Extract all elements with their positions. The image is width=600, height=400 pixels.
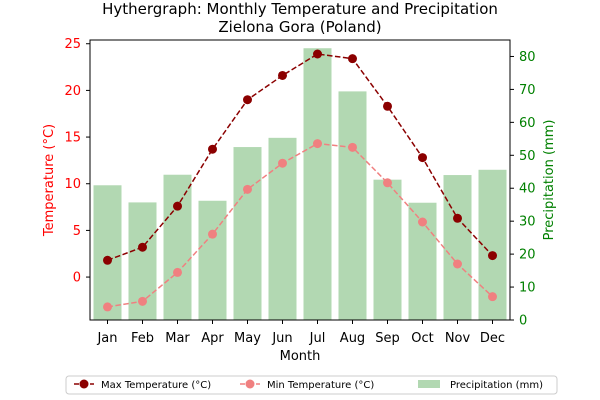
- y-left-tick-label-25: 25: [64, 37, 81, 52]
- x-tick-label-mar: Mar: [165, 331, 190, 346]
- x-axis-label: Month: [280, 349, 321, 364]
- y-left-tick-label-0: 0: [73, 271, 81, 286]
- legend-label-precip: Precipitation (mm): [450, 380, 543, 391]
- precipitation-bar-jun: [268, 137, 297, 320]
- y-right-tick-label-60: 60: [519, 116, 536, 131]
- min-temperature-point-oct: [418, 217, 427, 227]
- chart-title-line1: Hythergraph: Monthly Temperature and Pre…: [102, 0, 498, 18]
- precipitation-bar-mar: [163, 174, 192, 320]
- y-right-tick-label-80: 80: [519, 50, 536, 65]
- legend-min-marker: [245, 379, 255, 389]
- x-tick-label-jun: Jun: [271, 331, 292, 346]
- chart-title-line2: Zielona Gora (Poland): [218, 18, 381, 36]
- precipitation-bar-jan: [93, 185, 122, 320]
- precipitation-bar-sep: [373, 179, 402, 320]
- precipitation-bar-jul: [303, 48, 332, 321]
- max-temperature-point-sep: [383, 101, 392, 111]
- legend-label-min: Min Temperature (°C): [267, 380, 374, 391]
- max-temperature-point-nov: [453, 213, 462, 223]
- y-left-tick-label-5: 5: [73, 224, 81, 239]
- min-temperature-point-jul: [313, 139, 322, 149]
- y-right-tick-label-20: 20: [519, 248, 536, 263]
- max-temperature-point-jul: [313, 49, 322, 59]
- y-left-tick-label-10: 10: [64, 177, 81, 192]
- y-left-tick-label-15: 15: [64, 131, 81, 146]
- x-tick-label-nov: Nov: [445, 331, 471, 346]
- precipitation-bar-nov: [443, 175, 472, 320]
- min-temperature-point-jan: [103, 302, 112, 312]
- legend-max-marker: [79, 379, 89, 389]
- legend-label-max: Max Temperature (°C): [101, 380, 211, 391]
- min-temperature-point-sep: [383, 178, 392, 188]
- precipitation-bar-apr: [198, 200, 227, 320]
- min-temperature-point-feb: [138, 296, 147, 306]
- max-temperature-point-oct: [418, 153, 427, 163]
- min-temperature-point-nov: [453, 259, 462, 269]
- max-temperature-point-dec: [488, 251, 497, 261]
- x-tick-label-sep: Sep: [375, 331, 400, 346]
- max-temperature-point-may: [243, 95, 252, 105]
- x-tick-label-may: May: [234, 331, 261, 346]
- x-tick-label-jan: Jan: [96, 331, 117, 346]
- min-temperature-point-mar: [173, 267, 182, 277]
- max-temperature-point-mar: [173, 201, 182, 211]
- y-axis-label-left: Temperature (°C): [42, 124, 57, 237]
- min-temperature-point-aug: [348, 142, 357, 152]
- precipitation-bar-may: [233, 147, 262, 320]
- temperature-lines: [103, 49, 497, 312]
- legend: Max Temperature (°C) Min Temperature (°C…: [65, 375, 558, 395]
- min-temperature-point-jun: [278, 158, 287, 168]
- min-temperature-point-dec: [488, 292, 497, 302]
- x-tick-label-oct: Oct: [411, 331, 433, 346]
- y-right-tick-label-70: 70: [519, 83, 536, 98]
- precipitation-bar-aug: [338, 91, 367, 320]
- x-tick-label-aug: Aug: [340, 331, 365, 346]
- legend-precip-swatch: [418, 380, 440, 388]
- y-right-tick-label-30: 30: [519, 215, 536, 230]
- max-temperature-point-jan: [103, 255, 112, 265]
- min-temperature-line: [107, 142, 494, 308]
- y-left-tick-label-20: 20: [64, 84, 81, 99]
- max-temperature-point-aug: [348, 54, 357, 64]
- axes: Jan Feb Mar Apr May Jun Jul Aug Sep Oct Nov Dec 0 5 10…: [64, 37, 535, 346]
- min-temperature-point-apr: [208, 229, 217, 239]
- max-temperature-line: [107, 53, 494, 261]
- y-right-tick-label-40: 40: [519, 182, 536, 197]
- y-right-tick-label-10: 10: [519, 281, 536, 296]
- max-temperature-point-jun: [278, 70, 287, 80]
- x-tick-label-feb: Feb: [131, 331, 154, 346]
- plot-frame: [89, 39, 511, 321]
- min-temperature-point-may: [243, 184, 252, 194]
- x-tick-label-dec: Dec: [480, 331, 505, 346]
- max-temperature-point-feb: [138, 242, 147, 252]
- max-temperature-point-apr: [208, 144, 217, 154]
- y-right-tick-label-0: 0: [519, 314, 527, 329]
- precipitation-bars: [93, 48, 507, 321]
- y-axis-label-right: Precipitation (mm): [542, 120, 557, 241]
- x-tick-label-jul: Jul: [309, 331, 326, 346]
- x-tick-label-apr: Apr: [201, 331, 224, 346]
- y-right-tick-label-50: 50: [519, 149, 536, 164]
